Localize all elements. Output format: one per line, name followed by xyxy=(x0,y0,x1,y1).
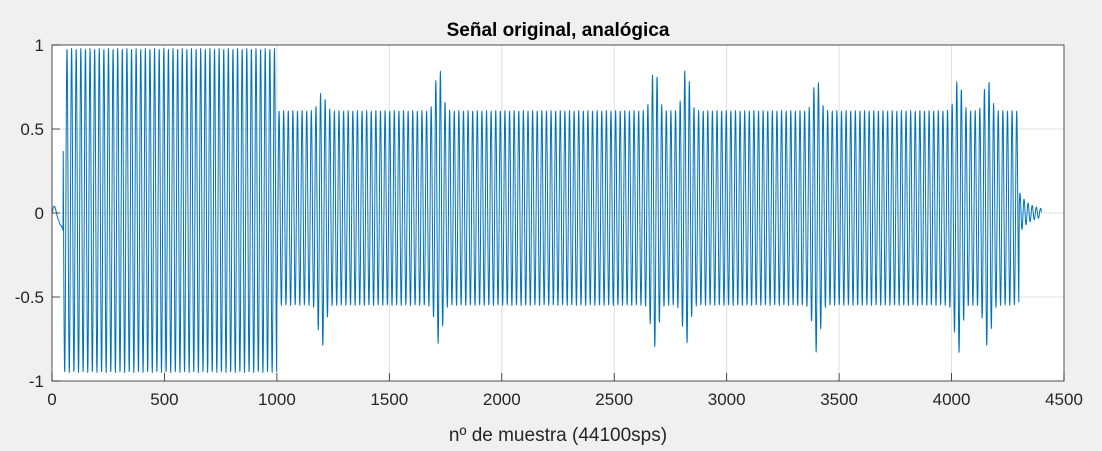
x-tick-label: 500 xyxy=(150,390,178,409)
x-tick-label: 4000 xyxy=(933,390,971,409)
y-tick-label: 1 xyxy=(35,36,44,55)
y-tick-label: 0.5 xyxy=(20,120,44,139)
x-axis-label: nº de muestra (44100sps) xyxy=(449,425,667,446)
chart-title: Señal original, analógica xyxy=(447,20,670,41)
x-axis: 0 500 1000 1500 2000 2500 3000 3500 4000 4500 xyxy=(47,373,1083,409)
x-tick-label: 4500 xyxy=(1045,390,1083,409)
y-tick-label: 0 xyxy=(35,204,44,223)
y-tick-label: -0.5 xyxy=(15,288,44,307)
y-axis: 1 0.5 0 -0.5 -1 xyxy=(15,36,60,391)
x-tick-label: 3500 xyxy=(820,390,858,409)
x-tick-label: 1000 xyxy=(258,390,296,409)
x-tick-label: 2000 xyxy=(483,390,521,409)
signal-line xyxy=(51,47,1043,373)
x-tick-label: 3000 xyxy=(708,390,746,409)
y-tick-label: -1 xyxy=(29,372,44,391)
x-tick-label: 2500 xyxy=(595,390,633,409)
x-tick-label: 0 xyxy=(47,390,56,409)
x-tick-label: 1500 xyxy=(370,390,408,409)
